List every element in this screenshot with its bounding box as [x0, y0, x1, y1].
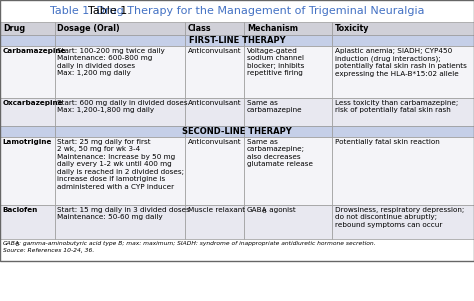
- Bar: [55, 137, 185, 205]
- Text: Toxicity: Toxicity: [335, 24, 369, 33]
- Bar: [55, 46, 185, 98]
- Bar: [332, 137, 474, 205]
- Bar: [244, 98, 332, 126]
- Bar: [0, 137, 55, 205]
- Text: Start: 100-200 mg twice daily
Maintenance: 600-800 mg
daily in divided doses
Max: Start: 100-200 mg twice daily Maintenanc…: [57, 48, 165, 76]
- Text: B: B: [263, 209, 266, 214]
- Text: : gamma-aminobutyric acid type B; max: maximum; SIADH: syndrome of inappropriate: : gamma-aminobutyric acid type B; max: m…: [19, 241, 376, 246]
- Text: Anticonvulsant: Anticonvulsant: [188, 100, 241, 106]
- Bar: [244, 205, 332, 239]
- Bar: [244, 46, 332, 98]
- Bar: [244, 35, 332, 46]
- Text: Drug: Drug: [3, 24, 25, 33]
- Bar: [0, 205, 55, 239]
- Bar: [185, 98, 244, 126]
- Text: Mechanism: Mechanism: [247, 24, 298, 33]
- Text: GABA: GABA: [3, 241, 20, 246]
- Text: Voltage-gated
sodium channel
blocker; inhibits
repetitive firing: Voltage-gated sodium channel blocker; in…: [247, 48, 304, 76]
- Text: Table 1. Drug Therapy for the Management of Trigeminal Neuralgia: Table 1. Drug Therapy for the Management…: [50, 6, 424, 16]
- Text: GABA: GABA: [247, 207, 268, 213]
- Bar: [332, 22, 474, 35]
- Bar: [0, 46, 55, 98]
- Bar: [332, 98, 474, 126]
- Bar: [185, 22, 244, 35]
- Bar: [0, 35, 55, 46]
- Text: Start: 15 mg daily in 3 divided doses
Maintenance: 50-60 mg daily: Start: 15 mg daily in 3 divided doses Ma…: [57, 207, 190, 220]
- Bar: [55, 205, 185, 239]
- Text: Anticonvulsant: Anticonvulsant: [188, 48, 241, 54]
- Text: Table 1.: Table 1.: [88, 6, 135, 16]
- Bar: [332, 205, 474, 239]
- Text: Oxcarbazepine: Oxcarbazepine: [3, 100, 64, 106]
- Text: FIRST-LINE THERAPY: FIRST-LINE THERAPY: [189, 36, 285, 45]
- Text: Carbamazepine: Carbamazepine: [3, 48, 66, 54]
- Text: Drowsiness, respiratory depression;
do not discontinue abruptly;
rebound symptom: Drowsiness, respiratory depression; do n…: [335, 207, 464, 228]
- Text: Baclofen: Baclofen: [3, 207, 38, 213]
- Text: Potentially fatal skin reaction: Potentially fatal skin reaction: [335, 139, 439, 145]
- Text: Less toxicity than carbamazepine;
risk of potentially fatal skin rash: Less toxicity than carbamazepine; risk o…: [335, 100, 458, 113]
- Bar: [55, 35, 185, 46]
- Text: Aplastic anemia; SIADH; CYP450
induction (drug interactions);
potentially fatal : Aplastic anemia; SIADH; CYP450 induction…: [335, 48, 466, 77]
- Bar: [244, 137, 332, 205]
- Bar: [332, 46, 474, 98]
- Text: Start: 25 mg daily for first
2 wk, 50 mg for wk 3-4
Maintenance: Increase by 50 : Start: 25 mg daily for first 2 wk, 50 mg…: [57, 139, 184, 190]
- Text: SECOND-LINE THERAPY: SECOND-LINE THERAPY: [182, 127, 292, 136]
- Bar: [0, 22, 55, 35]
- Bar: [185, 205, 244, 239]
- Text: Same as
carbamazepine: Same as carbamazepine: [247, 100, 302, 113]
- Bar: [185, 46, 244, 98]
- Bar: [332, 126, 474, 137]
- Bar: [0, 0, 474, 261]
- Text: Class: Class: [188, 24, 211, 33]
- Bar: [185, 126, 244, 137]
- Bar: [55, 126, 185, 137]
- Bar: [0, 0, 474, 22]
- Text: Dosage (Oral): Dosage (Oral): [57, 24, 120, 33]
- Bar: [0, 126, 55, 137]
- Bar: [332, 35, 474, 46]
- Bar: [185, 137, 244, 205]
- Text: agonist: agonist: [267, 207, 296, 213]
- Bar: [0, 98, 55, 126]
- Text: Anticonvulsant: Anticonvulsant: [188, 139, 241, 145]
- Bar: [244, 126, 332, 137]
- Text: B: B: [16, 242, 19, 247]
- Bar: [244, 22, 332, 35]
- Bar: [55, 98, 185, 126]
- Text: Lamotrigine: Lamotrigine: [3, 139, 52, 145]
- Text: Muscle relaxant: Muscle relaxant: [188, 207, 245, 213]
- Bar: [185, 35, 244, 46]
- Bar: [55, 22, 185, 35]
- Text: Same as
carbamazepine;
also decreases
glutamate release: Same as carbamazepine; also decreases gl…: [247, 139, 313, 167]
- Text: Source: References 10-24, 36.: Source: References 10-24, 36.: [3, 248, 94, 253]
- Text: Start: 600 mg daily in divided doses
Max: 1,200-1,800 mg daily: Start: 600 mg daily in divided doses Max…: [57, 100, 188, 113]
